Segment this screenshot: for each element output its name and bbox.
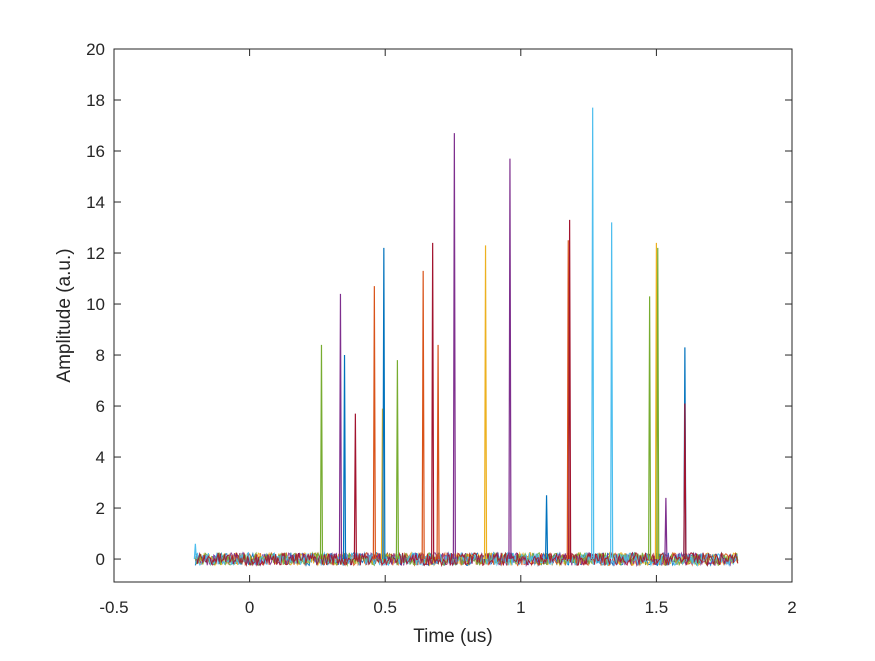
pulse-23 — [656, 247, 660, 560]
pulse-13 — [452, 133, 456, 560]
pulse-21 — [648, 296, 652, 560]
x-tick-label: 0 — [245, 598, 254, 617]
pulse-2 — [319, 344, 324, 560]
pulse-15 — [508, 158, 512, 560]
pulse-26 — [683, 403, 687, 560]
x-tick-label: 0.5 — [373, 598, 397, 617]
pulse-5 — [353, 413, 357, 560]
pulse-11 — [431, 242, 435, 560]
y-tick-label: 4 — [96, 448, 105, 467]
x-tick-label: -0.5 — [99, 598, 128, 617]
y-axis-title: Amplitude (a.u.) — [54, 248, 75, 382]
pulse-6 — [372, 286, 376, 560]
pulse-19 — [591, 107, 595, 560]
x-axis-title: Time (us) — [413, 626, 493, 647]
y-tick-label: 16 — [86, 142, 105, 161]
y-tick-label: 8 — [96, 346, 105, 365]
pulse-4 — [342, 355, 347, 560]
pulse-9 — [395, 360, 399, 560]
y-tick-label: 0 — [96, 550, 105, 569]
pulse-series — [193, 107, 687, 560]
noise-trace-1 — [194, 551, 739, 567]
pulse-1 — [193, 543, 197, 560]
y-tick-label: 20 — [86, 40, 105, 59]
noise-trace-7 — [195, 550, 739, 568]
noise-trace-6 — [194, 551, 739, 568]
pulse-20 — [610, 222, 614, 560]
y-tick-label: 14 — [86, 193, 105, 212]
pulse-12 — [436, 344, 440, 560]
y-tick-label: 6 — [96, 397, 105, 416]
pulse-24 — [664, 497, 668, 560]
x-tick-label: 1.5 — [645, 598, 669, 617]
y-tick-label: 18 — [86, 91, 105, 110]
pulse-8 — [382, 247, 386, 560]
pulse-18 — [568, 219, 572, 560]
axes-box — [113, 48, 793, 583]
pulse-10 — [421, 270, 425, 560]
y-tick-label: 10 — [86, 295, 105, 314]
pulse-3 — [338, 293, 343, 560]
x-tick-label: 1 — [516, 598, 525, 617]
pulse-16 — [544, 495, 549, 560]
noise-band — [194, 550, 739, 568]
y-tick-label: 2 — [96, 499, 105, 518]
pulse-14 — [483, 245, 488, 560]
x-tick-label: 2 — [787, 598, 796, 617]
y-tick-label: 12 — [86, 244, 105, 263]
